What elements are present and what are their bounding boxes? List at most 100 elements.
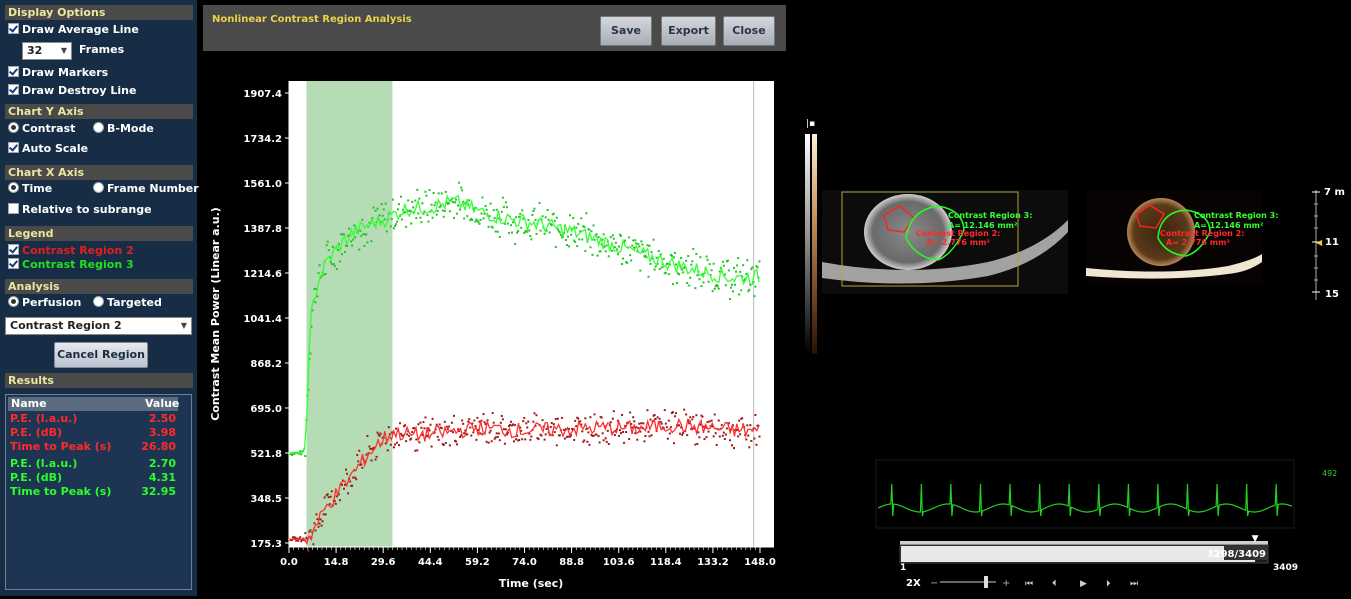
data-point xyxy=(404,211,407,214)
targeted-radio[interactable]: Targeted xyxy=(93,295,162,311)
data-point xyxy=(697,431,700,434)
data-point xyxy=(394,223,397,226)
relative-subrange-checkbox[interactable]: Relative to subrange xyxy=(8,202,152,218)
zoom-out-icon[interactable]: − xyxy=(930,578,938,589)
perfusion-radio[interactable]: Perfusion xyxy=(8,295,81,311)
data-point xyxy=(715,443,718,446)
data-point xyxy=(699,423,702,426)
draw-markers-checkbox[interactable]: Draw Markers xyxy=(8,65,108,81)
save-button[interactable]: Save xyxy=(600,16,652,46)
data-point xyxy=(440,192,443,195)
draw-average-line-checkbox[interactable]: Draw Average Line xyxy=(8,22,139,38)
bmode-image[interactable]: Contrast Region 3: A= 12.146 mm² Contras… xyxy=(822,190,1068,294)
contrast-radio[interactable]: Contrast xyxy=(8,121,75,137)
table-row[interactable]: P.E. (l.a.u.) 2.50 xyxy=(10,412,178,426)
legend-item-region-2[interactable]: Contrast Region 2 xyxy=(8,243,134,259)
skip-to-end-icon[interactable]: ⏭ xyxy=(1130,579,1138,589)
data-point xyxy=(593,413,596,416)
data-point xyxy=(299,450,302,453)
draw-markers-label: Draw Markers xyxy=(22,66,109,79)
data-point xyxy=(687,420,690,423)
zoom-slider-handle[interactable] xyxy=(984,576,988,588)
name-column-header: Name xyxy=(11,397,47,410)
data-point xyxy=(338,499,341,502)
data-point xyxy=(755,265,758,268)
data-point xyxy=(365,233,368,236)
data-point xyxy=(514,242,517,245)
legend-item-region-3[interactable]: Contrast Region 3 xyxy=(8,257,134,273)
draw-average-line-label: Draw Average Line xyxy=(22,23,139,36)
data-point xyxy=(430,203,433,206)
step-back-icon[interactable]: ⏴ xyxy=(1052,579,1057,589)
data-point xyxy=(556,417,559,420)
data-point xyxy=(543,232,546,235)
time-radio[interactable]: Time xyxy=(8,181,52,197)
step-forward-icon[interactable]: ⏵ xyxy=(1106,579,1111,589)
data-point xyxy=(493,437,496,440)
roi-region-3-contrast[interactable] xyxy=(1157,209,1211,257)
roi-region-3[interactable] xyxy=(905,205,965,261)
data-point xyxy=(522,420,525,423)
data-point xyxy=(693,427,696,430)
data-point xyxy=(616,253,619,256)
data-point xyxy=(531,213,534,216)
draw-destroy-line-checkbox[interactable]: Draw Destroy Line xyxy=(8,83,136,99)
table-row[interactable]: P.E. (l.a.u.) 2.70 xyxy=(10,457,178,471)
time-intensity-chart[interactable]: 175.3 348.5 521.8 695.0 868.2 1041.4 1214.6 138… xyxy=(203,51,786,596)
frame-slider[interactable]: ▼ 3298/3409 1 3409 xyxy=(899,534,1298,573)
data-point xyxy=(412,206,415,209)
data-point xyxy=(461,419,464,422)
contrast-image[interactable]: Contrast Region 3: A= 12.146 mm² Contras… xyxy=(1086,190,1278,284)
data-point xyxy=(378,214,381,217)
data-point xyxy=(330,490,333,493)
data-point xyxy=(683,266,686,269)
zoom-in-icon[interactable]: + xyxy=(1002,578,1010,589)
data-point xyxy=(304,532,307,535)
skip-to-start-icon[interactable]: ⏮ xyxy=(1025,579,1033,589)
data-point xyxy=(494,230,497,233)
data-point xyxy=(484,423,487,426)
frame-number-radio[interactable]: Frame Number xyxy=(93,181,199,197)
table-row[interactable]: P.E. (dB) 4.31 xyxy=(10,471,178,485)
data-point xyxy=(405,225,408,228)
chart-area: 175.3 348.5 521.8 695.0 868.2 1041.4 1214.6 138… xyxy=(203,51,786,596)
table-row[interactable]: Time to Peak (s) 26.80 xyxy=(10,440,178,454)
data-point xyxy=(522,217,525,220)
data-point xyxy=(385,230,388,233)
data-point xyxy=(429,210,432,213)
data-point xyxy=(579,420,582,423)
slider-thumb-icon[interactable]: ▼ xyxy=(1252,534,1259,544)
play-icon[interactable]: ▶ xyxy=(1080,579,1087,589)
data-point xyxy=(520,226,523,229)
data-point xyxy=(453,201,456,204)
data-point xyxy=(450,421,453,424)
close-button[interactable]: Close xyxy=(723,16,775,46)
zoom-label[interactable]: 2X xyxy=(906,578,921,589)
data-point xyxy=(546,209,549,212)
auto-scale-checkbox[interactable]: Auto Scale xyxy=(8,141,88,157)
bmode-radio[interactable]: B-Mode xyxy=(93,121,154,137)
table-row[interactable]: Time to Peak (s) 32.95 xyxy=(10,485,178,499)
ultrasound-canvas[interactable]: |▪ Contrast Region 3: A= 12.146 mm² Cont… xyxy=(788,0,1351,596)
data-point xyxy=(431,417,434,420)
data-point xyxy=(582,225,585,228)
data-point xyxy=(525,422,528,425)
roi-box[interactable] xyxy=(841,191,1019,287)
data-point xyxy=(501,196,504,199)
data-point xyxy=(582,440,585,443)
roi-region-2-contrast[interactable] xyxy=(1135,204,1166,229)
export-button[interactable]: Export xyxy=(661,16,716,46)
data-point xyxy=(754,285,757,288)
data-point xyxy=(733,447,736,450)
data-point xyxy=(371,448,374,451)
row-name: P.E. (l.a.u.) xyxy=(10,457,78,470)
cancel-region-button[interactable]: Cancel Region xyxy=(54,342,148,368)
roi2-name-contrast: Contrast Region 2: xyxy=(1160,229,1244,238)
frames-select[interactable]: 32 ▼ xyxy=(22,42,72,60)
data-point xyxy=(696,274,699,277)
data-point xyxy=(609,236,612,239)
region-select[interactable]: Contrast Region 2 ▼ xyxy=(5,317,192,335)
data-point xyxy=(572,217,575,220)
table-row[interactable]: P.E. (dB) 3.98 xyxy=(10,426,178,440)
data-point xyxy=(749,424,752,427)
